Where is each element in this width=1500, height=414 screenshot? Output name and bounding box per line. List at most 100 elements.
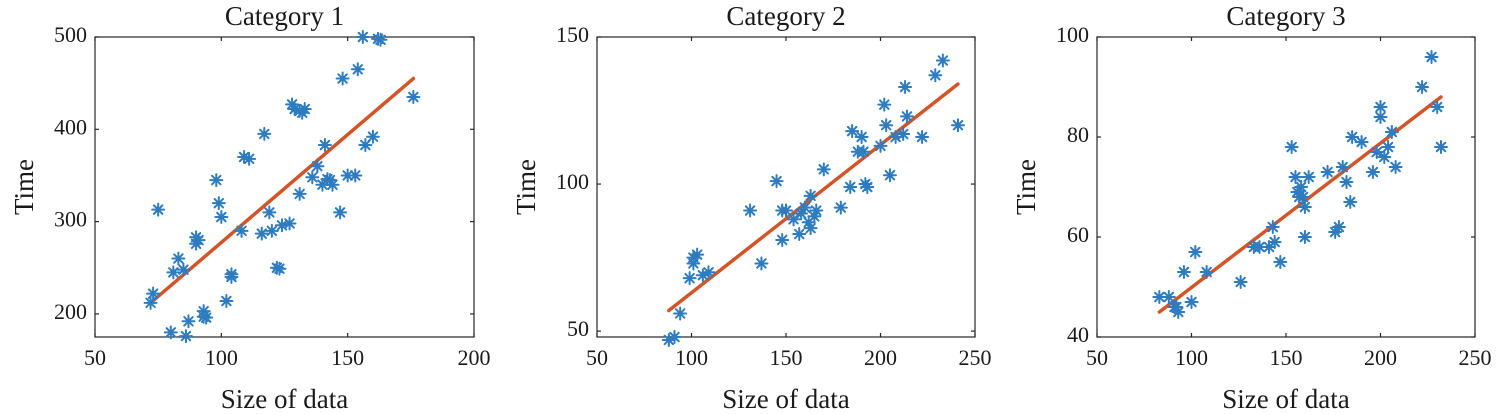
data-point [1354,135,1369,149]
data-point [211,196,226,211]
data-point [151,202,166,217]
data-point [262,205,277,220]
data-point [176,262,191,277]
data-point [1176,265,1191,279]
y-tick-label: 50 [567,316,589,341]
data-point [877,97,892,112]
data-point [1284,140,1299,154]
data-point [406,90,421,104]
data-point [335,71,350,86]
data-point [191,233,206,248]
data-point [879,118,894,133]
data-point [355,30,370,44]
data-point [1265,220,1280,234]
data-point [1171,305,1186,319]
x-tick-label: 150 [1270,345,1303,370]
data-point [272,261,287,276]
data-point [1335,160,1350,174]
data-point [1297,230,1312,244]
chart-panel-3: Category 3 Size of data Time 50 100 150 200… [1011,1,1491,414]
x-tick-label: 250 [959,345,992,370]
data-point [743,203,758,218]
data-point [317,138,332,152]
x-tick-label: 50 [1086,345,1108,370]
data-point [769,174,784,189]
data-point [1233,275,1248,289]
data-point [297,102,312,116]
data-point [199,310,214,325]
data-point [178,329,193,344]
data-point [1415,80,1430,94]
data-point [1365,165,1380,179]
x-tick-label: 150 [770,345,803,370]
data-point [264,223,279,238]
data-point [325,177,340,192]
data-point [682,271,697,286]
chart-title: Category 3 [1226,1,1345,31]
x-tick-label: 200 [864,345,897,370]
data-point [803,188,818,203]
data-point [350,62,365,77]
data-point [1331,220,1346,234]
data-point [1188,245,1203,259]
chart-title: Category 2 [726,1,845,31]
plot-frame [94,36,475,338]
y-axis-label: Time [511,159,541,215]
data-point [146,286,161,301]
data-point [305,170,320,185]
plot-frame [596,36,976,338]
x-axis-label: Size of data [221,384,348,414]
chart-panel-2: Category 2 Size of data Time 50 100 150 200… [511,1,991,414]
chart-panel-1: Category 1 Size of data Time 50 100 150 200… [9,1,490,414]
fit-line [1157,95,1443,314]
data-point [310,159,325,174]
y-tick-label: 300 [54,207,87,232]
data-point [843,180,858,194]
data-point [292,186,307,201]
data-point [1199,265,1214,279]
data-point [365,129,380,144]
data-point [1343,195,1358,209]
data-point [899,109,914,124]
data-point [809,203,824,218]
data-point [1288,170,1303,184]
x-tick-label: 250 [1459,345,1492,370]
data-point [935,53,950,68]
data-point [1430,100,1445,114]
data-point [1339,175,1354,189]
y-axis-label: Time [9,159,39,215]
x-tick-label: 100 [675,345,708,370]
data-point [163,325,178,340]
data-point [358,138,373,152]
y-tick-label: 60 [1067,222,1089,247]
data-point [860,180,875,194]
data-point [1152,290,1167,304]
data-point [775,232,790,247]
data-point [797,200,812,215]
data-point [1373,100,1388,114]
data-point [234,223,249,238]
data-point [143,295,158,310]
y-tick-label: 40 [1067,322,1089,347]
data-point [1433,140,1448,154]
data-point [898,80,913,94]
data-point [219,294,234,308]
data-point [667,330,682,344]
data-point [896,127,911,142]
data-point [209,173,224,188]
data-point [257,126,272,141]
data-point [1184,295,1199,309]
data-point [1267,235,1282,249]
data-point [1424,50,1439,64]
x-tick-label: 100 [205,345,238,370]
data-point [928,68,943,83]
data-point [214,210,229,224]
y-tick-label: 500 [54,22,87,47]
data-point [854,130,869,144]
data-point [171,251,186,266]
data-point [754,256,769,271]
y-tick-label: 200 [54,299,87,324]
x-tick-label: 50 [586,345,608,370]
data-point [673,306,688,321]
data-point [282,216,297,231]
